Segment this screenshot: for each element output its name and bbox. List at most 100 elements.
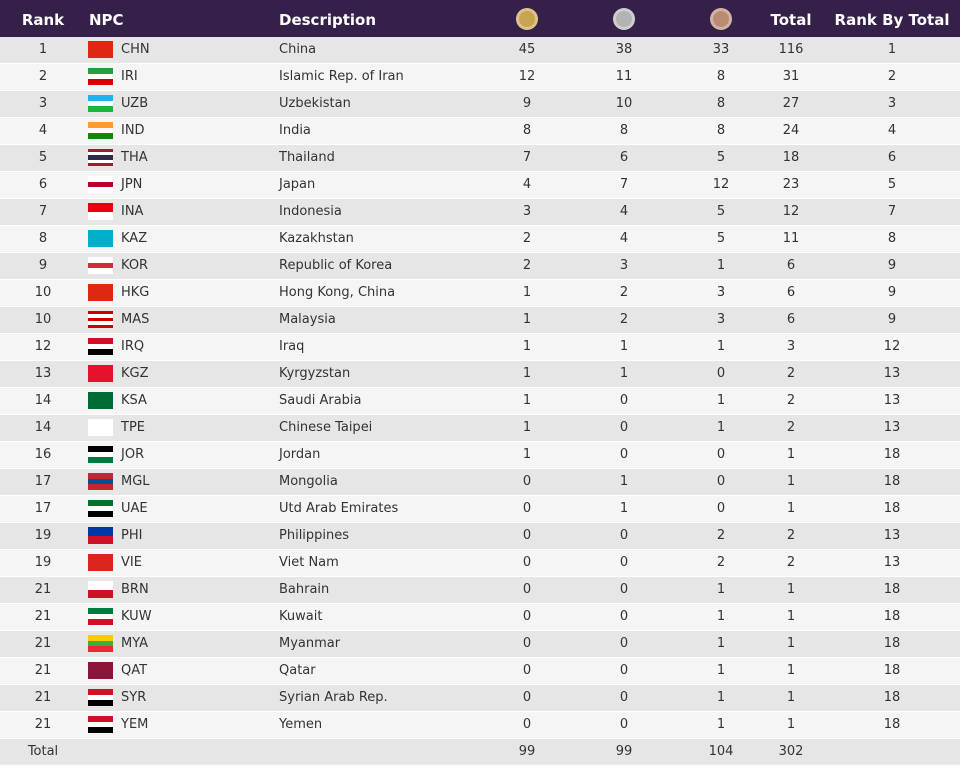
silver-cell: 4 <box>619 204 629 219</box>
table-row: 5 THA Thailand 7 6 5 18 6 <box>0 145 960 172</box>
rank-by-total-cell: 9 <box>887 258 897 273</box>
rank-by-total-cell: 13 <box>883 366 901 381</box>
total-total-cell: 302 <box>778 744 804 759</box>
total-cell: 18 <box>782 150 800 165</box>
flag-icon <box>88 446 113 463</box>
total-cell: 6 <box>786 258 796 273</box>
description-cell: Yemen <box>279 717 323 732</box>
flag-stripe <box>88 478 113 485</box>
silver-cell: 0 <box>619 609 629 624</box>
total-bronze-cell: 104 <box>708 744 734 759</box>
bronze-cell: 8 <box>716 96 726 111</box>
flag-stripe <box>88 527 113 536</box>
bronze-cell: 1 <box>716 609 726 624</box>
rank-by-total-cell: 6 <box>887 150 897 165</box>
bronze-cell: 3 <box>716 285 726 300</box>
table-row: 2 IRI Islamic Rep. of Iran 12 11 8 31 2 <box>0 64 960 91</box>
flag-stripe <box>88 324 113 328</box>
silver-cell: 0 <box>619 447 629 462</box>
flag-stripe <box>88 311 113 315</box>
table-row: 10 HKG Hong Kong, China 1 2 3 6 9 <box>0 280 960 307</box>
silver-cell: 0 <box>619 717 629 732</box>
silver-cell: 2 <box>619 312 629 327</box>
flag-icon <box>88 716 113 733</box>
silver-cell: 1 <box>619 366 629 381</box>
description-cell: Myanmar <box>279 636 341 651</box>
silver-cell: 0 <box>619 636 629 651</box>
flag-stripe <box>88 79 113 85</box>
flag-icon <box>88 635 113 652</box>
silver-cell: 0 <box>619 582 629 597</box>
table-row: 13 KGZ Kyrgyzstan 1 1 0 2 13 <box>0 361 960 388</box>
rank-cell: 13 <box>34 366 52 381</box>
silver-cell: 11 <box>615 69 633 84</box>
flag-stripe <box>88 317 113 322</box>
npc-code-cell: YEM <box>121 717 149 732</box>
flag-stripe <box>88 68 113 74</box>
total-cell: 2 <box>786 528 796 543</box>
rank-cell: 8 <box>38 231 48 246</box>
description-cell: Thailand <box>279 150 335 165</box>
flag-icon <box>88 527 113 544</box>
rank-by-total-cell: 8 <box>887 231 897 246</box>
npc-code-cell: VIE <box>121 555 142 570</box>
bronze-cell: 5 <box>716 204 726 219</box>
header-cell: Total <box>770 11 812 29</box>
silver-cell: 38 <box>615 42 633 57</box>
flag-stripe <box>88 95 113 101</box>
header-cell: Rank <box>21 11 65 29</box>
bronze-cell: 1 <box>716 636 726 651</box>
rank-by-total-cell: 18 <box>883 717 901 732</box>
rank-by-total-cell: 4 <box>887 123 897 138</box>
npc-code-cell: KSA <box>121 393 147 408</box>
flag-icon <box>88 338 113 355</box>
total-cell: 12 <box>782 204 800 219</box>
flag-stripe <box>88 689 113 695</box>
gold-cell: 4 <box>522 177 532 192</box>
table-row: 3 UZB Uzbekistan 9 10 8 27 3 <box>0 91 960 118</box>
flag-stripe <box>88 484 113 490</box>
rank-cell: 21 <box>34 582 52 597</box>
rank-by-total-cell: 5 <box>887 177 897 192</box>
rank-cell: 7 <box>38 204 48 219</box>
npc-code-cell: CHN <box>121 42 150 57</box>
flag-stripe <box>88 581 113 590</box>
description-cell: Malaysia <box>279 312 336 327</box>
gold-cell: 45 <box>518 42 536 57</box>
flag-stripe <box>88 187 113 193</box>
bronze-cell: 1 <box>716 663 726 678</box>
rank-cell: 10 <box>34 312 52 327</box>
npc-code-cell: KAZ <box>121 231 148 246</box>
flag-icon <box>88 311 113 328</box>
silver-cell: 4 <box>619 231 629 246</box>
total-cell: 11 <box>782 231 800 246</box>
bronze-cell: 1 <box>716 420 726 435</box>
bronze-cell: 8 <box>716 69 726 84</box>
rank-cell: 1 <box>38 42 48 57</box>
flag-stripe <box>88 133 113 139</box>
total-cell: 1 <box>786 582 796 597</box>
flag-stripe <box>88 262 113 269</box>
flag-stripe <box>88 41 113 58</box>
silver-cell: 0 <box>619 663 629 678</box>
table-row: 21 MYA Myanmar 0 0 1 1 18 <box>0 631 960 658</box>
silver-cell: 0 <box>619 420 629 435</box>
flag-icon <box>88 203 113 220</box>
flag-stripe <box>88 343 113 350</box>
flag-icon <box>88 230 113 247</box>
flag-stripe <box>88 535 113 544</box>
rank-cell: 17 <box>34 501 52 516</box>
table-row: 21 QAT Qatar 0 0 1 1 18 <box>0 658 960 685</box>
npc-code-cell: THA <box>121 150 148 165</box>
npc-code-cell: TPE <box>121 420 145 435</box>
total-cell: 27 <box>782 96 800 111</box>
flag-stripe <box>88 127 113 134</box>
flag-icon <box>88 419 113 436</box>
total-cell: 31 <box>782 69 800 84</box>
description-cell: Qatar <box>279 663 316 678</box>
rank-by-total-cell: 18 <box>883 636 901 651</box>
flag-stripe <box>88 73 113 80</box>
flag-icon <box>88 581 113 598</box>
total-cell: 1 <box>786 501 796 516</box>
description-cell: Chinese Taipei <box>279 420 373 435</box>
